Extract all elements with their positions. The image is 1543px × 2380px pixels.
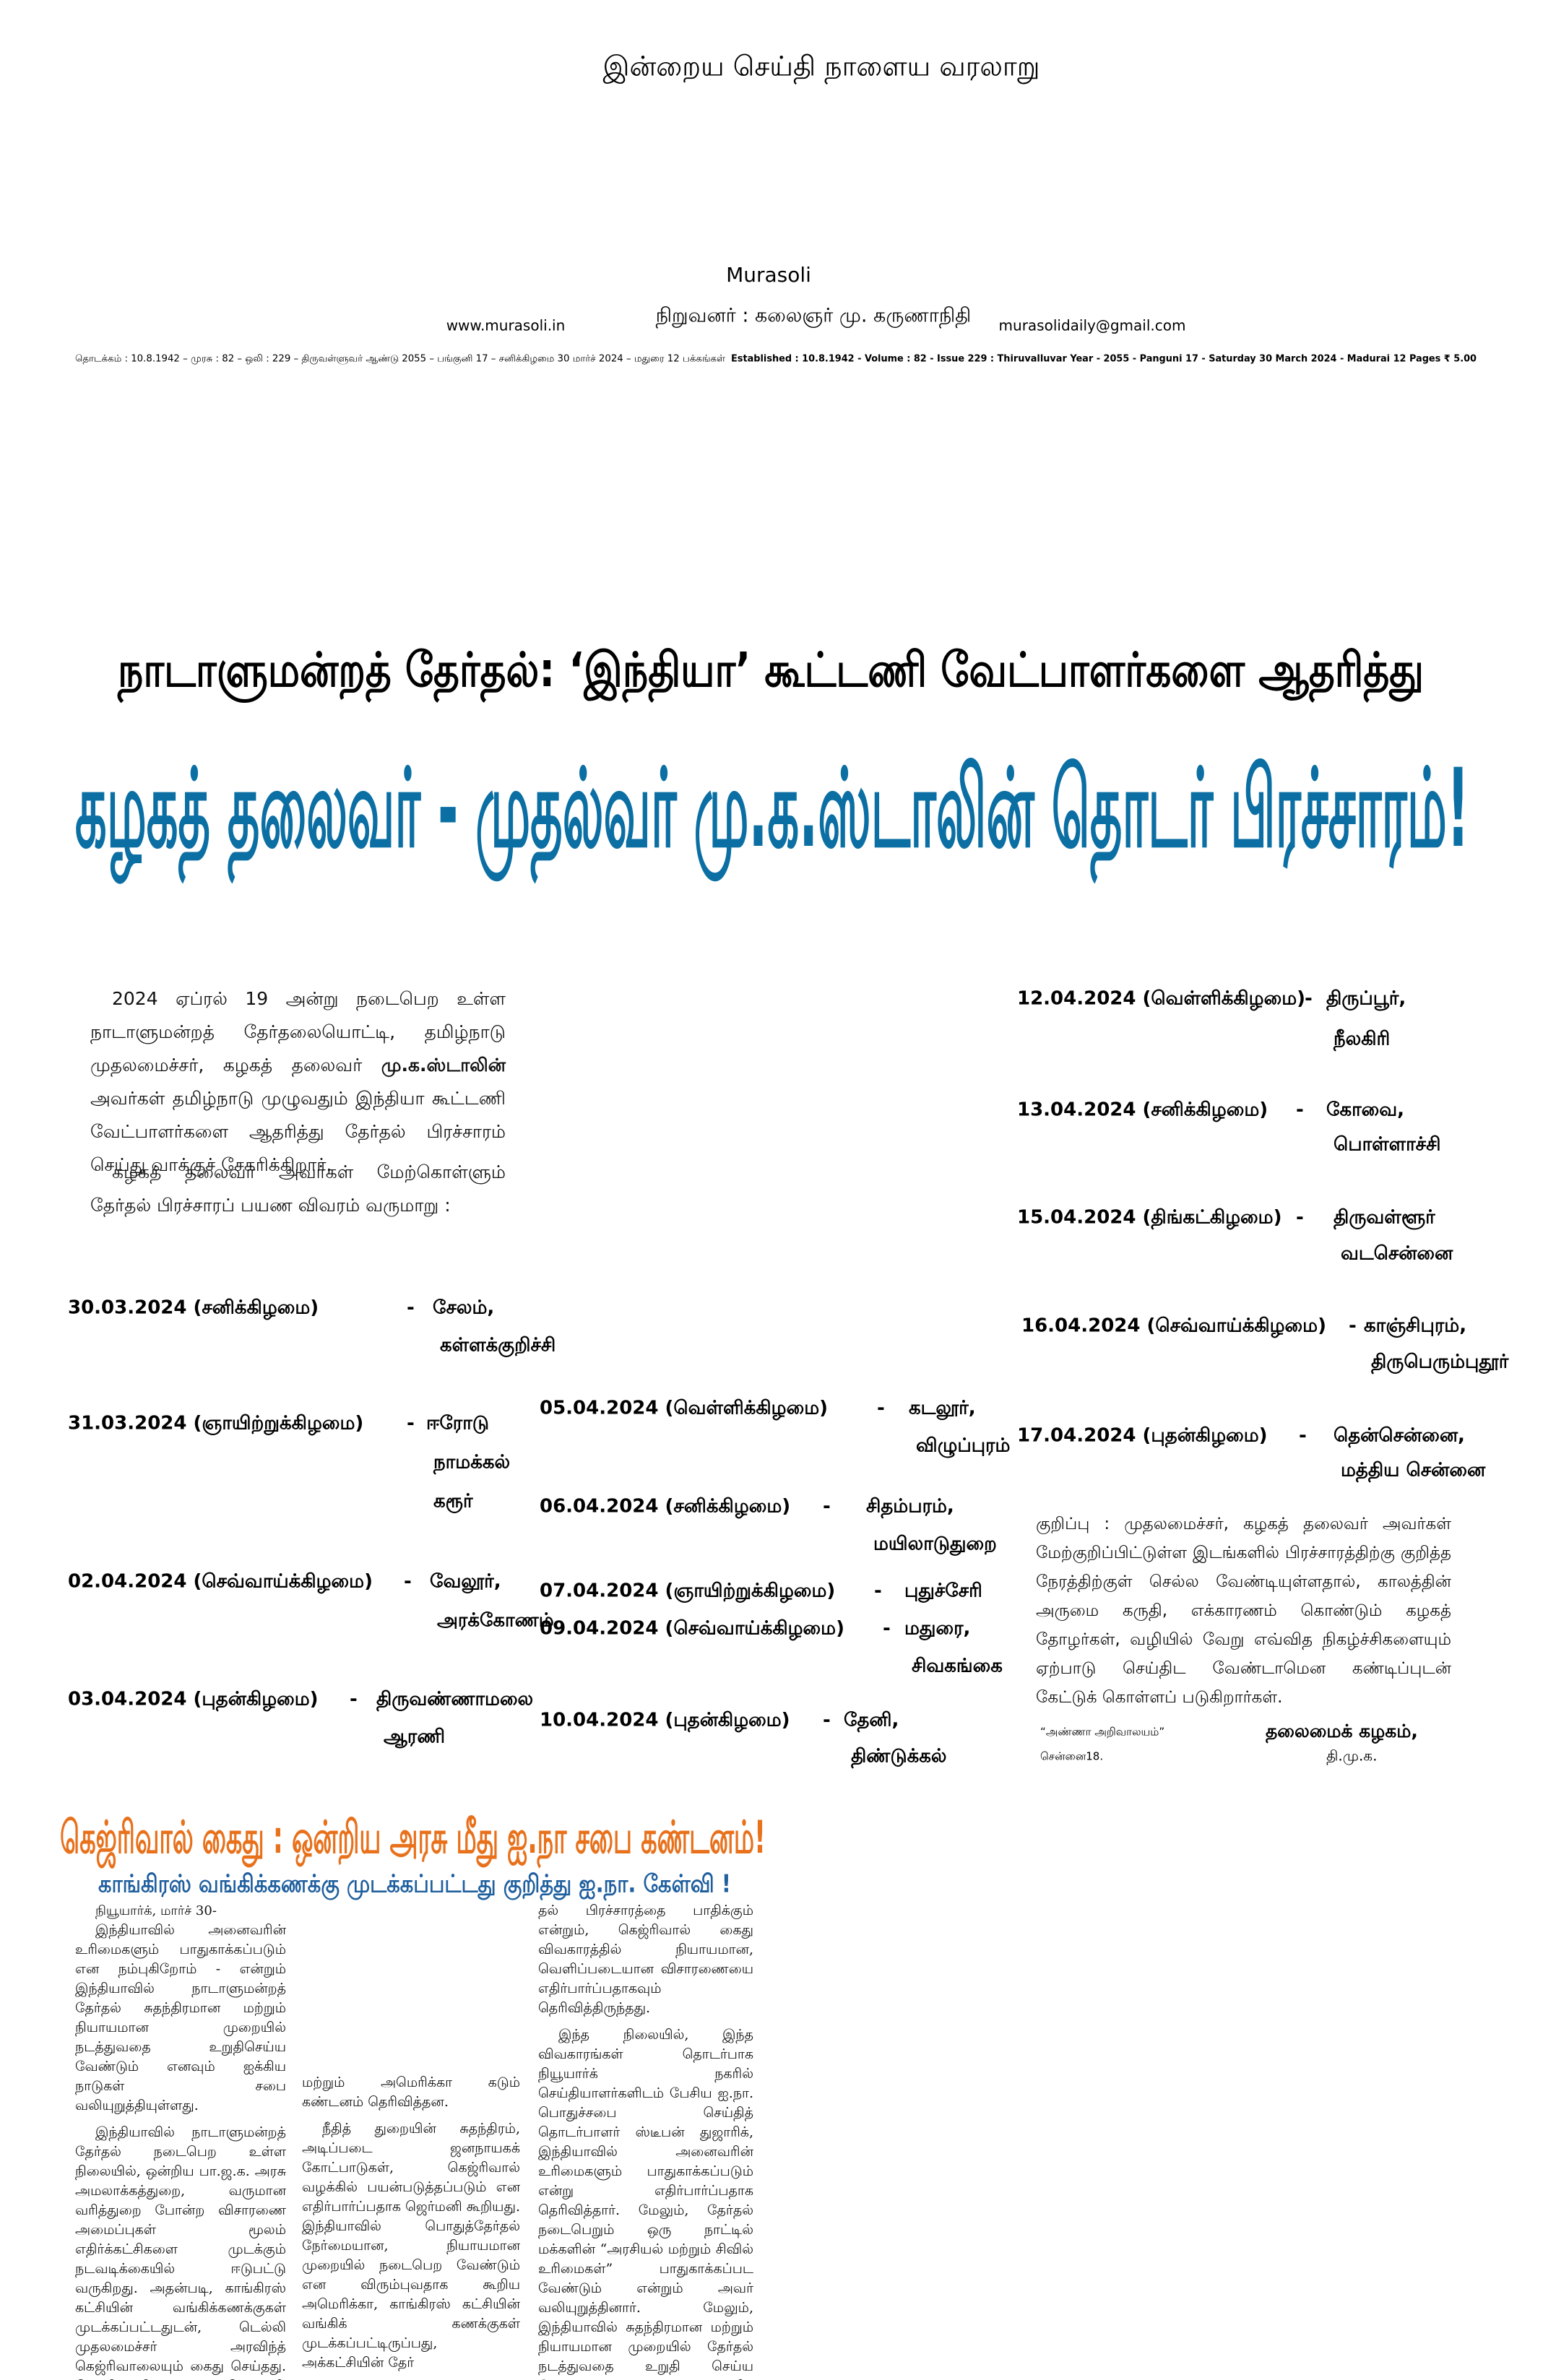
- signoff-org: தலைமைக் கழகம்,: [1266, 1721, 1418, 1744]
- bold-name: மு.க.ஸ்டாலின்: [381, 1055, 506, 1076]
- schedule-place: திருபெரும்புதூர்: [1371, 1351, 1509, 1375]
- paragraph: இந்தியாவில் அனைவரின் உரிமைகளும் பாதுகாக்…: [75, 1922, 286, 2113]
- schedule-place: மத்திய சென்னை: [1341, 1460, 1486, 1483]
- schedule-place: திருப்பூர்,: [1326, 988, 1406, 1011]
- text: 2024 ஏப்ரல் 19 அன்று நடைபெற உள்ள நாடாளும…: [90, 988, 506, 1076]
- schedule-dash: -: [883, 1618, 891, 1640]
- address-city: சென்னை18.: [1040, 1750, 1103, 1763]
- schedule-dash: -: [877, 1398, 885, 1419]
- schedule-place: மயிலாடுதுறை: [873, 1533, 997, 1557]
- schedule-dash: -: [407, 1413, 415, 1435]
- schedule-place: திருவண்ணாமலை: [376, 1689, 533, 1712]
- schedule-place: வடசென்னை: [1341, 1243, 1453, 1265]
- schedule-dash: -: [823, 1710, 831, 1731]
- schedule-date: 10.04.2024 (புதன்கிழமை): [540, 1710, 790, 1733]
- second-subhead: காங்கிரஸ் வங்கிக்கணக்கு முடக்கப்பட்டது க…: [98, 1870, 731, 1901]
- schedule-date: 06.04.2024 (சனிக்கிழமை): [540, 1496, 790, 1519]
- schedule-dash: -: [1296, 1207, 1304, 1229]
- schedule-dash: -: [407, 1297, 415, 1319]
- main-headline: கழகத் தலைவர் - முதல்வர் மு.க.ஸ்டாலின் தொ…: [75, 746, 1469, 884]
- schedule-date: 16.04.2024 (செவ்வாய்க்கிழமை): [1021, 1315, 1326, 1338]
- note: குறிப்பு : முதலமைச்சர், கழகத் தலைவர் அவர…: [1036, 1515, 1451, 1707]
- schedule-place: திண்டுக்கல்: [851, 1746, 946, 1769]
- address-line: “அண்ணா அறிவாலயம்”: [1040, 1726, 1164, 1739]
- schedule-date: 05.04.2024 (வெள்ளிக்கிழமை): [540, 1398, 828, 1421]
- schedule-place: சிதம்பரம்,: [866, 1496, 954, 1519]
- schedule-place: கள்ளக்குறிச்சி: [440, 1335, 556, 1358]
- schedule-date: 17.04.2024 (புதன்கிழமை): [1017, 1425, 1268, 1448]
- schedule-place: காஞ்சிபுரம்,: [1364, 1315, 1466, 1338]
- schedule-date: 02.04.2024 (செவ்வாய்க்கிழமை): [68, 1571, 373, 1594]
- schedule-place: தேனி,: [844, 1710, 899, 1733]
- second-headline: கெஜ்ரிவால் கைது : ஒன்றிய அரசு மீது ஐ.நா …: [60, 1811, 766, 1869]
- schedule-date: 03.04.2024 (புதன்கிழமை): [68, 1689, 319, 1712]
- schedule-dash: -: [1349, 1315, 1357, 1337]
- column: நியூயார்க், மார்ச் 30- இந்தியாவில் அனைவர…: [75, 1901, 286, 2380]
- info-tamil: தொடக்கம் : 10.8.1942 – முரசு : 82 – ஒலி …: [75, 354, 725, 365]
- paragraph: தல் பிரச்சாரத்தை பாதிக்கும் என்றும், கெஜ…: [538, 1903, 753, 2016]
- dateline: நியூயார்க், மார்ச் 30-: [95, 1903, 217, 1918]
- schedule-dash: -: [1299, 1425, 1307, 1447]
- schedule-date: 09.04.2024 (செவ்வாய்க்கிழமை): [540, 1618, 844, 1641]
- schedule-dash: -: [823, 1496, 831, 1518]
- schedule-date: 12.04.2024 (வெள்ளிக்கிழமை): [1017, 988, 1305, 1011]
- paragraph: இந்த நிலையில், இந்த விவகாரங்கள் தொடர்பாக…: [538, 2027, 753, 2380]
- paragraph: இந்தியாவில் நாடாளுமன்றத் தேர்தல் நடைபெற …: [75, 2124, 286, 2380]
- schedule-dash: -: [1305, 988, 1313, 1010]
- lead-paragraph: 2024 ஏப்ரல் 19 அன்று நடைபெற உள்ள நாடாளும…: [90, 982, 506, 1182]
- schedule-date: 30.03.2024 (சனிக்கிழமை): [68, 1297, 319, 1320]
- lead-paragraph: கழகத் தலைவர் அவர்கள் மேற்கொள்ளும் தேர்தல…: [90, 1161, 506, 1216]
- schedule-place: கோவை,: [1326, 1099, 1404, 1121]
- text: அவர்கள் தமிழ்நாடு முழுவதும் இந்தியா கூட்…: [90, 1088, 506, 1175]
- kicker-headline: நாடாளுமன்றத் தேர்தல்: ‘இந்தியா’ கூட்டணி …: [117, 642, 1424, 704]
- schedule-place: மதுரை,: [904, 1618, 970, 1641]
- paragraph: மற்றும் அமெரிக்கா கடும் கண்டனம் தெரிவித்…: [302, 2074, 520, 2110]
- schedule: 30.03.2024 (சனிக்கிழமை) - சேலம்,கள்ளக்குறி…: [68, 988, 1509, 1769]
- schedule-dash: -: [350, 1689, 358, 1710]
- schedule-place: ஈரோடு: [426, 1413, 489, 1435]
- schedule-place: ஆரணி: [384, 1726, 445, 1749]
- founder: நிறுவனர் : கலைஞர் மு. கருணாநிதி: [656, 305, 972, 329]
- schedule-date: 15.04.2024 (திங்கட்கிழமை): [1017, 1207, 1281, 1230]
- info-english: Established : 10.8.1942 - Volume : 82 - …: [731, 354, 1477, 365]
- paper-name: Murasoli: [726, 263, 811, 287]
- schedule-place: நீலகிரி: [1333, 1029, 1390, 1052]
- schedule-place: விழுப்புரம்: [916, 1435, 1010, 1458]
- column: மற்றும் அமெரிக்கா கடும் கண்டனம் தெரிவித்…: [302, 2073, 520, 2373]
- schedule-place: சிவகங்கை: [912, 1656, 1003, 1677]
- schedule-place: புதுச்சேரி: [904, 1580, 982, 1604]
- slogan: இன்றைய செய்தி நாளைய வரலாறு: [602, 51, 1040, 85]
- schedule-place: பொள்ளாச்சி: [1334, 1134, 1440, 1156]
- schedule-place: அரக்கோணம்: [437, 1610, 554, 1632]
- schedule-dash: -: [1296, 1099, 1304, 1121]
- schedule-place: திருவள்ளூர்: [1334, 1207, 1435, 1230]
- website: www.murasoli.in: [446, 317, 566, 334]
- column: தல் பிரச்சாரத்தை பாதிக்கும் என்றும், கெஜ…: [538, 1901, 753, 2380]
- schedule-date: 13.04.2024 (சனிக்கிழமை): [1017, 1099, 1268, 1122]
- signoff-party: தி.மு.க.: [1326, 1747, 1377, 1765]
- schedule-place: வேலூர்,: [430, 1571, 501, 1594]
- email: murasolidaily@gmail.com: [999, 317, 1186, 334]
- schedule-place: தென்சென்னை,: [1334, 1425, 1465, 1448]
- schedule-dash: -: [404, 1571, 412, 1593]
- paragraph: நீதித் துறையின் சுதந்திரம், அடிப்படை ஜனந…: [302, 2121, 520, 2371]
- schedule-date: 07.04.2024 (ஞாயிற்றுக்கிழமை): [540, 1580, 835, 1604]
- schedule-date: 31.03.2024 (ஞாயிற்றுக்கிழமை): [68, 1413, 363, 1436]
- schedule-place: கரூர்: [433, 1491, 473, 1514]
- schedule-dash: -: [874, 1580, 882, 1602]
- schedule-place: கடலூர்,: [909, 1398, 976, 1421]
- schedule-place: சேலம்,: [433, 1297, 494, 1319]
- schedule-place: நாமக்கல்: [433, 1452, 510, 1475]
